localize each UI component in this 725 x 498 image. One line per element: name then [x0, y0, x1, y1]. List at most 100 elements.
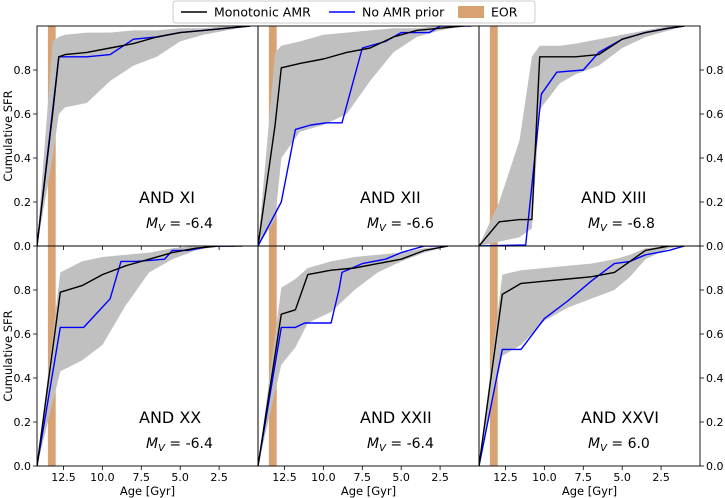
y-tick-label-left: 0.4 [14, 372, 32, 385]
y-tick-label-right: 0.0 [706, 240, 724, 253]
panel-name: AND XX [139, 408, 201, 427]
legend: Monotonic AMR No AMR prior EOR [172, 0, 536, 24]
series-monotonic-amr [37, 26, 251, 246]
magnitude-symbol: M [367, 436, 379, 452]
x-tick-label: 12.5 [51, 471, 76, 484]
magnitude-subscript: V [600, 443, 608, 454]
x-tick-label: 12.5 [272, 471, 297, 484]
y-axis-label-bottom: Cumulative SFR [1, 310, 15, 401]
uncertainty-band [479, 26, 685, 246]
magnitude-symbol: M [588, 216, 600, 232]
panel-plot-area [37, 26, 251, 246]
y-tick-label-left: 0.6 [14, 328, 32, 341]
magnitude-subscript: V [600, 223, 608, 234]
x-tick-label: 5.0 [171, 471, 189, 484]
panel-and-xi: 0.0 0.2 0.4 0.6 0.8 AND XI MV = -6.4 [14, 25, 259, 253]
y-tick-label-right: 0.8 [706, 284, 724, 297]
series-no-amr-prior [479, 246, 685, 466]
y-tick-label-left: 0.0 [14, 240, 32, 253]
x-tick-label: 2.5 [652, 471, 670, 484]
magnitude-symbol: M [146, 216, 158, 232]
uncertainty-band [37, 26, 251, 246]
magnitude-symbol: M [367, 216, 379, 232]
series-no-amr-prior [37, 246, 235, 466]
y-tick-label-left: 0.0 [14, 460, 32, 473]
uncertainty-band [479, 246, 685, 466]
series-no-amr-prior [258, 246, 448, 466]
x-axis-label: Age [Gyr] [562, 484, 617, 498]
panel-magnitude: MV = -6.4 [367, 436, 434, 454]
magnitude-symbol: M [588, 436, 600, 452]
magnitude-subscript: V [158, 223, 166, 234]
series-monotonic-amr [479, 26, 685, 246]
magnitude-symbol: M [146, 436, 158, 452]
legend-label-monotonic: Monotonic AMR [214, 5, 311, 20]
panel-and-xxvi: 12.5 10.0 7.5 5.0 2.5 Age [Gyr] 0.0 0.2 0.4 0.6 0.… [478, 245, 724, 498]
y-tick-label-right: 0.4 [706, 372, 724, 385]
series-monotonic-amr [258, 246, 449, 466]
panel-name: AND XIII [581, 188, 646, 207]
y-tick-label-right: 0.8 [706, 64, 724, 77]
series-no-amr-prior [258, 26, 472, 246]
magnitude-value: = -6.6 [386, 216, 434, 232]
y-tick-label-left: 0.8 [14, 64, 32, 77]
legend-label-noamr: No AMR prior [362, 5, 445, 20]
x-tick-label: 12.5 [493, 471, 518, 484]
magnitude-value: = -6.8 [607, 216, 655, 232]
y-tick-label-left: 0.8 [14, 284, 32, 297]
x-tick-label: 2.5 [431, 471, 449, 484]
series-monotonic-amr [258, 26, 464, 246]
y-tick-label-right: 0.6 [706, 328, 724, 341]
uncertainty-band [258, 246, 448, 466]
panel-magnitude: MV = -6.6 [367, 216, 434, 234]
y-tick-label-right: 0.2 [706, 196, 724, 209]
panel-frame [478, 245, 701, 467]
panel-name: AND XXII [360, 408, 432, 427]
y-tick-label-right: 0.6 [706, 108, 724, 121]
panel-and-xxii: 12.5 10.0 7.5 5.0 2.5 Age [Gyr] AND XXII MV = -… [257, 245, 480, 498]
panel-name: AND XI [139, 188, 195, 207]
x-tick-label: 5.0 [613, 471, 631, 484]
y-tick-label-left: 0.4 [14, 152, 32, 165]
panel-magnitude: MV = 6.0 [588, 436, 650, 454]
uncertainty-band [37, 246, 243, 466]
legend-swatch-eor [458, 6, 484, 18]
panel-and-xii: AND XII MV = -6.6 [257, 25, 480, 250]
y-axis-label-top: Cumulative SFR [1, 90, 15, 181]
y-tick-label-right: 0.2 [706, 416, 724, 429]
x-tick-label: 10.0 [90, 471, 115, 484]
panel-plot-area [479, 26, 685, 246]
legend-label-eor: EOR [491, 5, 518, 20]
panel-plot-area [37, 246, 243, 466]
y-tick-label-left: 0.2 [14, 196, 32, 209]
magnitude-value: = -6.4 [165, 216, 213, 232]
panel-name: AND XXVI [581, 408, 659, 427]
panel-name: AND XII [360, 188, 421, 207]
x-axis-label: Age [Gyr] [341, 484, 396, 498]
y-tick-label-left: 0.6 [14, 108, 32, 121]
x-tick-label: 5.0 [392, 471, 410, 484]
magnitude-subscript: V [379, 443, 387, 454]
y-tick-label-right: 0.0 [706, 460, 724, 473]
panel-magnitude: MV = -6.4 [146, 216, 213, 234]
x-tick-label: 2.5 [210, 471, 228, 484]
x-tick-label: 10.0 [532, 471, 557, 484]
x-axis-label: Age [Gyr] [120, 484, 175, 498]
series-monotonic-amr [479, 246, 685, 466]
x-tick-label: 7.5 [575, 471, 593, 484]
y-tick-label-left: 0.2 [14, 416, 32, 429]
panel-plot-area [479, 246, 685, 466]
panel-and-xx: 12.5 10.0 7.5 5.0 2.5 Age [Gyr] 0.0 0.2 0.4 0.6 0.… [14, 245, 259, 498]
x-tick-label: 7.5 [354, 471, 372, 484]
x-tick-label: 10.0 [311, 471, 336, 484]
panel-plot-area [258, 246, 449, 466]
magnitude-value: = -6.4 [165, 436, 213, 452]
magnitude-subscript: V [379, 223, 387, 234]
panel-magnitude: MV = -6.8 [588, 216, 655, 234]
series-monotonic-amr [37, 246, 243, 466]
magnitude-value: = 6.0 [607, 436, 650, 452]
magnitude-subscript: V [158, 443, 166, 454]
magnitude-value: = -6.4 [386, 436, 434, 452]
